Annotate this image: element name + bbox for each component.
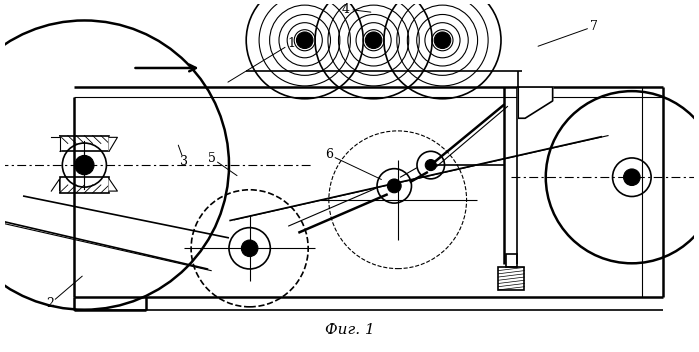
Text: 7: 7	[590, 20, 598, 33]
Bar	[59, 177, 109, 193]
Polygon shape	[109, 179, 117, 191]
Polygon shape	[51, 179, 59, 191]
Bar	[506, 253, 517, 268]
Bar	[498, 268, 524, 290]
Text: 1: 1	[287, 37, 295, 50]
Bar	[59, 136, 109, 151]
Circle shape	[624, 169, 640, 186]
Text: 5: 5	[208, 152, 216, 165]
Circle shape	[366, 32, 382, 49]
Text: 6: 6	[325, 148, 333, 161]
Circle shape	[241, 240, 258, 257]
Circle shape	[387, 179, 401, 193]
Circle shape	[75, 156, 94, 175]
Polygon shape	[518, 87, 553, 118]
Text: 2: 2	[46, 297, 54, 310]
Text: 4: 4	[342, 2, 350, 15]
Polygon shape	[109, 137, 117, 151]
Text: 3: 3	[180, 155, 188, 168]
Text: Фиг. 1: Фиг. 1	[324, 323, 375, 337]
Circle shape	[425, 159, 436, 171]
Circle shape	[296, 32, 313, 49]
Circle shape	[434, 32, 451, 49]
Polygon shape	[51, 137, 59, 151]
